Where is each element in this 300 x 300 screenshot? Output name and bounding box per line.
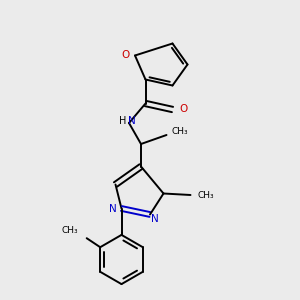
Text: N: N (151, 214, 158, 224)
Text: N: N (109, 203, 116, 214)
Text: CH₃: CH₃ (172, 128, 188, 136)
Text: H: H (119, 116, 126, 126)
Text: O: O (179, 104, 187, 115)
Text: CH₃: CH₃ (62, 226, 79, 235)
Text: CH₃: CH₃ (197, 190, 214, 200)
Text: N: N (128, 116, 136, 127)
Text: O: O (122, 50, 130, 61)
